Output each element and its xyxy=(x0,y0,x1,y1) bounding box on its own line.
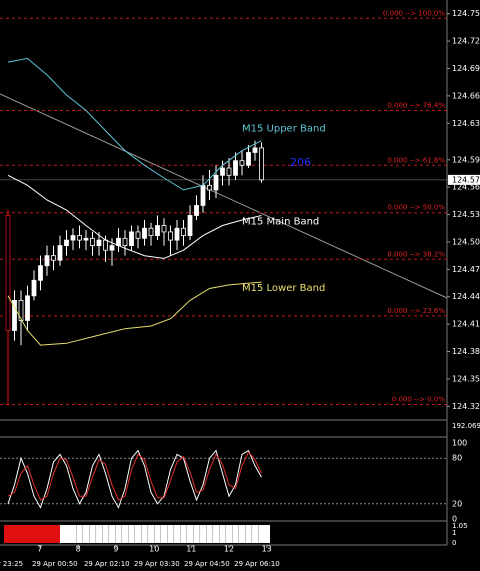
time-label: 29 Apr 06:10 xyxy=(234,560,280,568)
band-line xyxy=(7,57,262,191)
candle-body xyxy=(246,152,251,166)
candle-body xyxy=(259,147,264,181)
y-tick-label: 124.505 xyxy=(452,237,480,246)
candle-body xyxy=(148,227,154,236)
fib-label: 0.000 --> 38.2% xyxy=(387,250,445,258)
y-tick-label: 124.755 xyxy=(452,9,480,18)
price-box xyxy=(448,174,480,185)
candle-body xyxy=(57,245,63,261)
y-tick-label: 124.725 xyxy=(452,37,480,46)
candle-body xyxy=(64,239,69,247)
time-label: 28 Apr 23:25 xyxy=(0,560,23,568)
candle-body xyxy=(207,184,212,191)
x-tick-label: 11 xyxy=(186,545,196,554)
candle-body xyxy=(239,160,245,166)
candle-body xyxy=(252,147,258,153)
candle-body xyxy=(174,227,180,241)
signal-block xyxy=(60,525,270,543)
candle-body xyxy=(226,167,232,176)
stoch-tick-label: 0 xyxy=(452,515,457,524)
band-line xyxy=(7,281,262,346)
y-tick-label: 124.565 xyxy=(452,183,480,192)
stoch-tick-label: 100 xyxy=(452,439,467,448)
stoch-tick-label: 20 xyxy=(452,499,462,508)
x-tick-label: 13 xyxy=(262,545,272,554)
x-tick-label: 7 xyxy=(37,545,42,554)
time-label: 29 Apr 02:10 xyxy=(84,560,130,568)
candle-body xyxy=(135,231,141,239)
candle-body xyxy=(168,231,173,241)
candle-body xyxy=(194,205,199,216)
x-tick-label: 10 xyxy=(149,545,159,554)
fib-label: 0.000 --> 100.0% xyxy=(383,9,445,17)
fib-label: 0.000 --> 23.6% xyxy=(387,307,445,315)
stoch-line xyxy=(7,451,262,501)
candle-body xyxy=(181,227,186,236)
current-price-label: 124.573 xyxy=(452,175,480,184)
candle-body xyxy=(142,227,147,239)
candle-body xyxy=(109,245,115,251)
candle-body xyxy=(90,237,95,247)
candle-body xyxy=(31,279,37,297)
candle-body xyxy=(44,255,50,267)
candle-body xyxy=(96,239,102,247)
y-tick-label: 124.695 xyxy=(452,64,480,73)
candle-body xyxy=(83,237,89,241)
signal-tick-label: 1 xyxy=(452,529,456,537)
y-tick-label: 124.535 xyxy=(452,210,480,219)
band-label: M15 Lower Band xyxy=(242,283,325,294)
candle-body xyxy=(103,239,108,251)
y-tick-label: 124.415 xyxy=(452,320,480,329)
time-label: 29 Apr 04:50 xyxy=(184,560,230,568)
candle-body xyxy=(122,237,128,247)
trend-line xyxy=(0,93,448,299)
candle-body xyxy=(5,215,11,331)
stoch-tick-label: 80 xyxy=(452,454,462,463)
band-label: M15 Upper Band xyxy=(242,124,326,135)
y-tick-label: 124.325 xyxy=(452,402,480,411)
candle-body xyxy=(51,255,56,261)
fib-label: 0.000 --> 61.8% xyxy=(387,156,445,164)
candle-body xyxy=(233,160,238,176)
candle-body xyxy=(12,299,17,331)
candle-body xyxy=(200,184,206,206)
signal-tick-label: 1.05 xyxy=(452,522,468,530)
candle-body xyxy=(18,299,24,321)
candle-body xyxy=(155,225,160,236)
candle-body xyxy=(129,231,134,247)
annotation: 206 xyxy=(290,156,311,169)
band-label: M15 Main Band xyxy=(242,216,319,227)
fib-label: 0.000 --> 50.0% xyxy=(387,204,445,212)
candle-body xyxy=(187,215,193,236)
fib-label: 0.000 --> 76.4% xyxy=(387,101,445,109)
y-tick-label: 124.355 xyxy=(452,374,480,383)
x-tick-label: 8 xyxy=(76,545,81,554)
candle-body xyxy=(25,295,30,321)
y-tick-label: 124.635 xyxy=(452,119,480,128)
time-label: 29 Apr 03:30 xyxy=(134,560,180,568)
cci-label: 192.0699 xyxy=(452,422,480,430)
candle-body xyxy=(38,265,43,281)
stoch-line xyxy=(7,449,262,509)
y-tick-label: 124.385 xyxy=(452,347,480,356)
signal-block xyxy=(4,525,60,543)
candle-body xyxy=(213,174,219,191)
candle-body xyxy=(70,235,76,241)
candle-body xyxy=(220,167,225,176)
candle-body xyxy=(161,225,167,233)
y-tick-label: 124.445 xyxy=(452,292,480,301)
candle-body xyxy=(77,235,82,241)
band-line xyxy=(7,174,262,259)
y-tick-label: 124.665 xyxy=(452,91,480,100)
y-tick-label: 124.475 xyxy=(452,265,480,274)
signal-tick-label: 0 xyxy=(452,539,456,547)
y-tick-label: 124.595 xyxy=(452,155,480,164)
x-tick-label: 9 xyxy=(113,545,118,554)
fib-label: 0.000 --> 0.0% xyxy=(392,395,446,403)
time-label: 29 Apr 00:50 xyxy=(32,560,78,568)
x-tick-label: 12 xyxy=(224,545,234,554)
